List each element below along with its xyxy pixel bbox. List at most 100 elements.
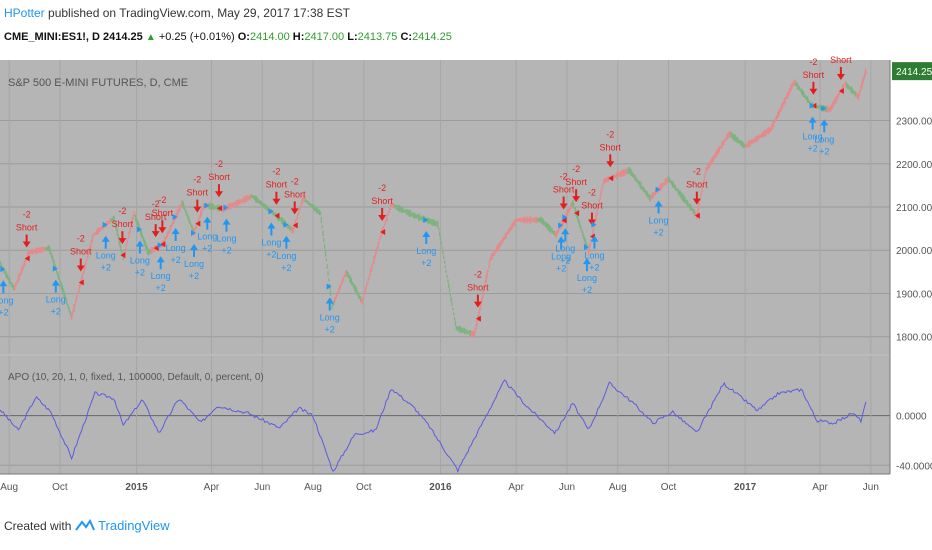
short-label: Short [152,208,174,218]
long-marker-icon [190,229,196,236]
long-label: Long [0,295,13,305]
short-arrow-head-icon [76,265,85,272]
apo-series [0,379,867,474]
short-marker-icon [608,175,614,182]
long-qty: +2 [589,263,599,273]
long-qty: +2 [325,325,335,335]
short-arrow-head-icon [22,241,31,248]
short-marker-icon [160,241,166,248]
short-label: Short [112,219,134,229]
high-value: 2417.00 [304,31,345,43]
long-label: Long [261,237,281,247]
short-marker-icon [216,205,222,212]
short-label: Short [686,180,708,190]
long-arrow-head-icon [267,222,276,229]
long-arrow-head-icon [820,119,829,126]
short-arrow-head-icon [158,227,167,234]
long-qty: +2 [281,263,291,273]
time-tick-label: 2016 [429,482,452,493]
short-marker-icon [195,220,201,227]
long-marker-icon [157,242,163,249]
short-label: Short [581,201,603,211]
long-qty: +2 [51,307,61,317]
close-value: 2414.25 [412,31,452,43]
long-label: Long [814,134,834,144]
short-arrow-head-icon [572,196,581,203]
created-with-text: Created with [4,519,72,533]
long-label: Long [551,251,571,261]
short-arrow-head-icon [809,88,818,95]
long-arrow-head-icon [189,243,198,250]
short-arrow-head-icon [193,206,202,213]
time-tick-label: Jun [254,482,270,493]
long-marker-icon [809,102,815,109]
long-qty: +2 [101,263,111,273]
long-qty: +2 [653,228,663,238]
long-marker-icon [172,213,178,220]
apo-pane-title: APO (10, 20, 1, 0, fixed, 1, 100000, Def… [8,372,264,383]
short-label: Short [830,56,852,65]
long-arrow-head-icon [51,279,60,286]
long-arrow-head-icon [654,200,663,207]
long-arrow-head-icon [590,235,599,242]
long-label: Long [649,216,669,226]
short-marker-icon [380,229,386,236]
long-qty: +2 [202,244,212,254]
short-qty: -2 [560,172,568,182]
long-arrow-head-icon [325,297,334,304]
long-qty: +2 [421,258,431,268]
short-label: Short [16,223,38,233]
long-arrow-head-icon [222,218,231,225]
long-label: Long [151,271,171,281]
long-label: Long [577,273,597,283]
chart-area[interactable]: Short-2Long+2Long+2Short-2Long+2Short-2L… [0,56,932,504]
long-label: Long [555,243,575,253]
short-arrow-head-icon [606,161,615,168]
long-marker-icon [0,266,6,273]
short-marker-icon [561,217,567,224]
time-axis[interactable]: Aug Oct 2015 Apr Jun Aug Oct 2016 Apr Jun Aug Oct 20… [0,473,890,493]
short-marker-icon [120,252,126,259]
short-label: Short [600,142,622,152]
long-label: Long [320,313,340,323]
short-arrow-head-icon [559,203,568,210]
short-qty: -2 [378,183,386,193]
short-qty: -2 [77,233,85,243]
apo-grid [0,356,890,474]
short-label: Short [70,246,92,256]
long-marker-icon [223,204,229,211]
price-tick-label: 2000.00 [896,246,932,257]
long-label: Long [96,251,116,261]
price-tick-label: 2300.00 [896,117,932,128]
long-marker-icon [591,221,597,228]
long-qty: +2 [156,283,166,293]
long-label: Long [216,234,236,244]
short-marker-icon [274,212,280,219]
long-label: Long [184,259,204,269]
short-marker-icon [292,222,298,229]
apo-tick-label: 0.0000 [896,412,927,423]
time-tick-label: Aug [304,482,322,493]
long-arrow-head-icon [808,116,817,123]
long-arrow-head-icon [203,216,212,223]
short-qty: -2 [158,195,166,205]
long-label: Long [130,256,150,266]
short-qty: -2 [572,164,580,174]
short-qty: -2 [152,199,160,209]
price-axis[interactable]: 1800.00 1900.00 2000.00 2100.00 2200.00 2300.… [889,60,932,474]
long-label: Long [46,295,66,305]
symbol-info-bar: CME_MINI:ES1!, D 2414.25 ▲ +0.25 (+0.01%… [4,31,452,43]
long-arrow-head-icon [557,236,566,243]
time-tick-label: 2017 [734,482,757,493]
apo-pane-background [0,356,890,474]
open-label: O: [237,31,250,43]
short-marker-icon [574,210,580,217]
long-label: Long [276,251,296,261]
short-arrow-head-icon [214,191,223,198]
tradingview-brand[interactable]: TradingView [98,518,170,533]
author-link[interactable]: HPotter [4,6,45,20]
published-text: published on TradingView.com, May 29, 20… [48,6,350,20]
short-qty: -2 [23,210,31,220]
tradingview-logo-icon[interactable] [74,518,95,535]
short-arrow-head-icon [836,73,845,80]
